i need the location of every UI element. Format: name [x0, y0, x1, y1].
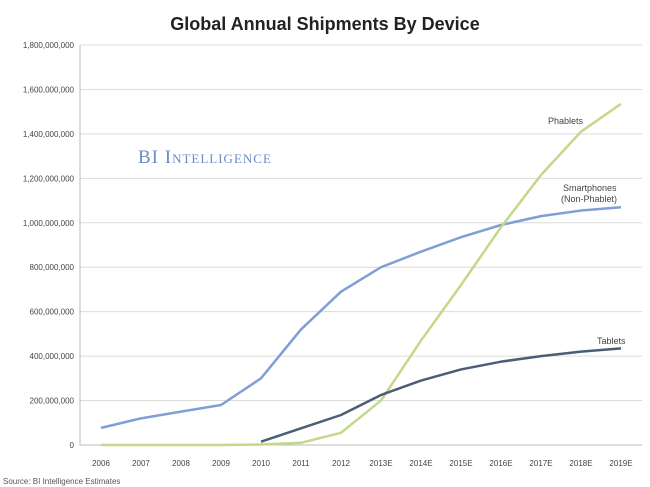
x-tick-label: 2016E [489, 459, 512, 468]
series-line-tablets [260, 347, 622, 443]
x-tick-label: 2019E [609, 459, 632, 468]
y-tick-label: 1,000,000,000 [23, 219, 75, 228]
x-tick-label: 2010 [252, 459, 270, 468]
label-phablets: Phablets [548, 116, 584, 126]
y-tick-label: 800,000,000 [30, 263, 75, 272]
x-tick-label: 2013E [369, 459, 392, 468]
x-tick-label: 2015E [449, 459, 472, 468]
y-tick-label: 400,000,000 [30, 352, 75, 361]
x-tick-label: 2011 [292, 459, 310, 468]
watermark-logo: BI Intelligence [138, 147, 272, 168]
x-tick-label: 2017E [529, 459, 552, 468]
x-tick-label: 2008 [172, 459, 190, 468]
y-tick-label: 1,200,000,000 [23, 174, 75, 183]
x-tick-label: 2007 [132, 459, 150, 468]
y-tick-label: 1,800,000,000 [23, 41, 75, 50]
series-line-smartphones-non-phablet [100, 205, 622, 430]
label-smartphones-sub: (Non-Phablet) [561, 194, 617, 204]
label-smartphones: Smartphones [563, 183, 617, 193]
y-tick-label: 200,000,000 [30, 397, 75, 406]
y-tick-label: 1,600,000,000 [23, 85, 75, 94]
series-line-phablets [101, 102, 622, 447]
x-tick-label: 2014E [409, 459, 432, 468]
chart-title: Global Annual Shipments By Device [170, 14, 479, 34]
y-tick-label: 0 [70, 441, 75, 450]
x-tick-label: 2009 [212, 459, 230, 468]
x-tick-label: 2018E [569, 459, 592, 468]
y-tick-label: 600,000,000 [30, 308, 75, 317]
label-tablets: Tablets [597, 336, 626, 346]
x-tick-label: 2012 [332, 459, 350, 468]
x-tick-label: 2006 [92, 459, 110, 468]
source-note: Source: BI Intelligence Estimates [3, 477, 120, 486]
y-tick-label: 1,400,000,000 [23, 130, 75, 139]
